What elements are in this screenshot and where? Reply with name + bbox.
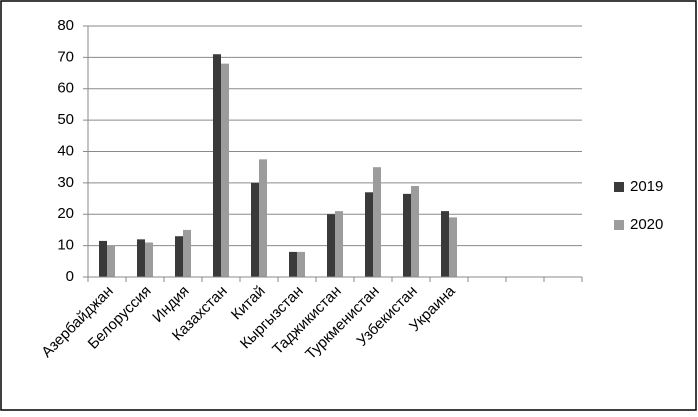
bar [175,236,183,277]
y-tick-label: 50 [57,111,74,128]
legend-label: 2019 [630,178,663,195]
y-tick-label: 80 [57,17,74,34]
bar [335,211,343,277]
bar [373,167,381,277]
y-tick-label: 10 [57,237,74,254]
y-tick-label: 20 [57,205,74,222]
bar [441,211,449,277]
bar [137,239,145,277]
bar [221,63,229,278]
y-tick-label: 0 [66,268,74,285]
bar [259,159,267,277]
bar [183,229,191,277]
bar [327,214,335,277]
y-tick-label: 70 [57,48,74,65]
bar [145,242,153,277]
bar [297,251,305,277]
bar [289,251,297,277]
bar [449,217,457,277]
y-tick-label: 60 [57,80,74,97]
legend-label: 2020 [630,216,663,233]
bar [365,192,373,277]
legend-swatch [614,220,624,230]
bar [403,193,411,277]
bar [213,54,221,277]
bar [411,186,419,277]
bar [107,245,115,277]
bar [251,182,259,277]
y-tick-label: 30 [57,174,74,191]
legend-swatch [614,182,624,192]
y-tick-label: 40 [57,142,74,159]
bar [99,240,107,277]
